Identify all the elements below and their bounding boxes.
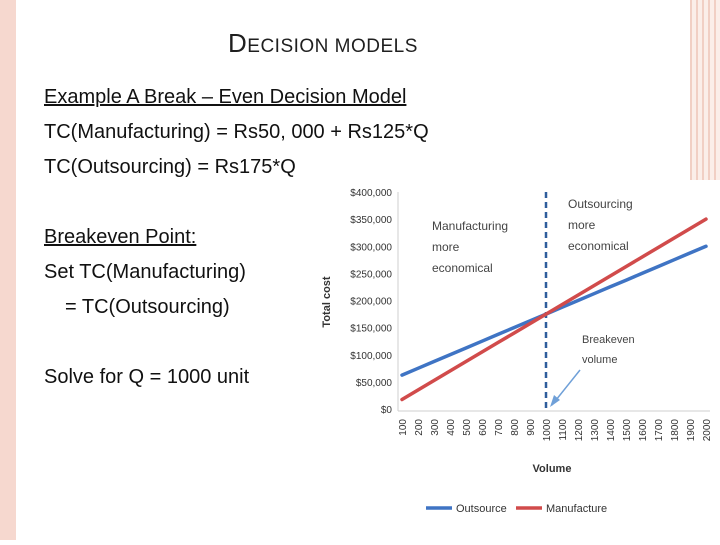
breakeven-heading: Breakeven Point: [44, 226, 197, 248]
x-tick-label: 1600 [638, 419, 649, 442]
x-tick-label: 1400 [606, 419, 617, 442]
legend-label-outsource: Outsource [456, 503, 507, 515]
annotation-outsourcing-more-economical: Outsourcing [568, 197, 633, 211]
breakeven-chart: $0 $50,000 $100,000 $150,000 $200,000 $250,00… [306, 180, 720, 540]
solution-line: Solve for Q = 1000 unit [44, 366, 250, 388]
breakeven-step-2: = TC(Outsourcing) [65, 296, 230, 318]
chart-svg: $0 $50,000 $100,000 $150,000 $200,000 $250,00… [321, 188, 713, 515]
annotation-manufacturing-more-economical: Manufacturing [432, 219, 508, 233]
x-axis-title: Volume [533, 463, 572, 475]
tc-manufacturing-formula: TC(Manufacturing) = Rs50, 000 + Rs125*Q [44, 121, 429, 143]
x-tick-label: 800 [510, 419, 521, 436]
annotation-breakeven-volume: Breakeven [582, 334, 635, 346]
x-tick-label: 1700 [654, 419, 665, 442]
example-heading: Example A Break – Even Decision Model [44, 86, 407, 108]
y-tick-label: $200,000 [350, 297, 392, 308]
tc-outsourcing-formula: TC(Outsourcing) = Rs175*Q [44, 156, 296, 178]
annotation-outsourcing-more-economical: more [568, 218, 596, 232]
x-tick-label: 1500 [622, 419, 633, 442]
breakeven-arrowhead [550, 395, 560, 407]
legend-label-manufacture: Manufacture [546, 503, 607, 515]
title-first-letter: D [228, 28, 248, 58]
x-tick-label: 400 [446, 419, 457, 436]
y-tick-label: $400,000 [350, 188, 392, 199]
y-tick-label: $350,000 [350, 215, 392, 226]
x-tick-label: 1900 [686, 419, 697, 442]
y-tick-label: $0 [381, 405, 393, 416]
y-tick-label: $250,000 [350, 269, 392, 280]
x-tick-label: 2000 [702, 419, 713, 442]
x-tick-label: 700 [494, 419, 505, 436]
annotation-breakeven-volume: volume [582, 354, 617, 366]
y-axis-title: Total cost [321, 276, 333, 327]
series-line-manufacture [400, 217, 708, 402]
x-tick-label: 900 [526, 419, 537, 436]
x-tick-label: 1800 [670, 419, 681, 442]
left-accent-bar [0, 0, 16, 540]
x-tick-label: 600 [478, 419, 489, 436]
x-tick-label: 1100 [558, 419, 569, 441]
annotation-manufacturing-more-economical: economical [432, 261, 493, 275]
y-tick-label: $50,000 [356, 378, 393, 389]
y-tick-label: $150,000 [350, 324, 392, 335]
annotation-outsourcing-more-economical: economical [568, 239, 629, 253]
y-tick-label: $300,000 [350, 242, 392, 253]
x-tick-label: 200 [414, 419, 425, 436]
x-tick-label: 100 [398, 419, 409, 436]
x-tick-label: 1000 [542, 419, 553, 442]
x-tick-label: 1200 [574, 419, 585, 442]
x-tick-label: 500 [462, 419, 473, 436]
y-tick-label: $100,000 [350, 351, 392, 362]
annotation-manufacturing-more-economical: more [432, 240, 460, 254]
x-tick-label: 300 [430, 419, 441, 436]
breakeven-step-1: Set TC(Manufacturing) [44, 261, 246, 283]
title-rest: ecision models [247, 36, 418, 57]
slide-title: Decision models [228, 28, 418, 59]
x-tick-label: 1300 [590, 419, 601, 442]
